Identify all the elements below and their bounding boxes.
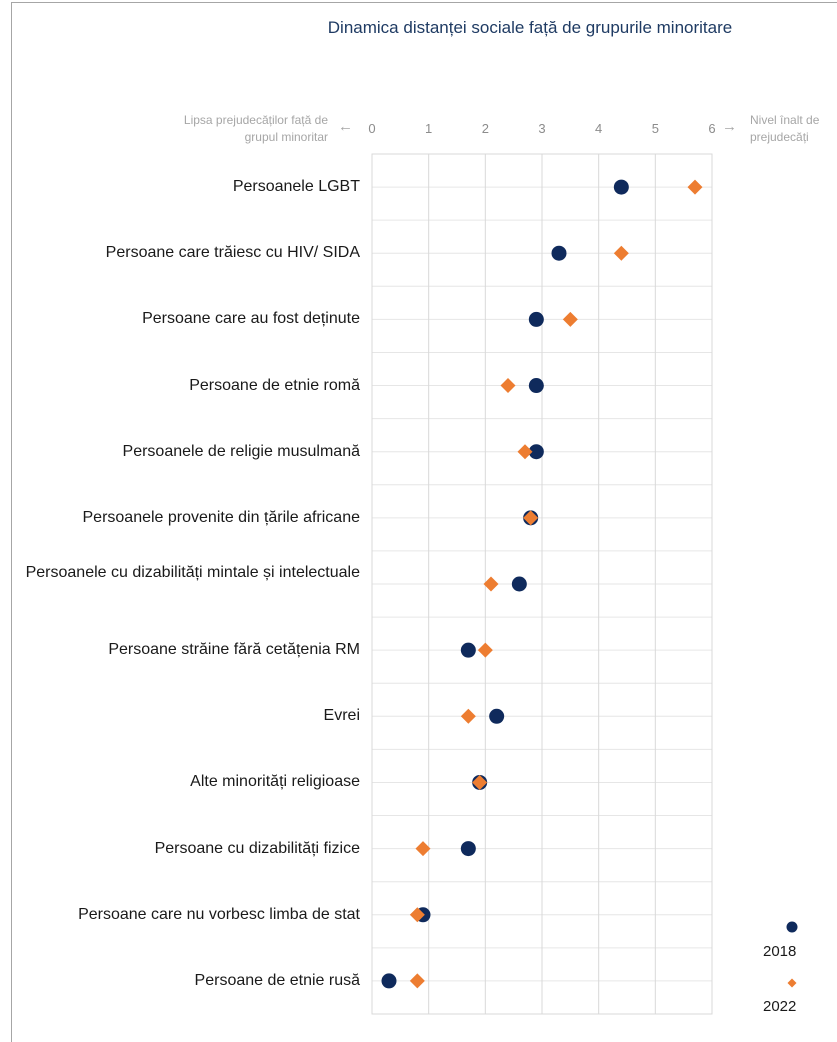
category-label: Persoanele de religie musulmană — [122, 442, 360, 460]
legend-marker-2018 — [786, 921, 798, 933]
legend-label-2018: 2018 — [763, 943, 797, 960]
point-2022 — [523, 510, 539, 526]
category-label: Alte minorități religioase — [190, 773, 360, 791]
chart-frame — [11, 2, 837, 1042]
legend-marker-2022 — [787, 978, 797, 988]
x-tick-label: 5 — [652, 121, 659, 136]
point-2022 — [477, 642, 493, 658]
point-2022 — [409, 973, 425, 989]
x-tick-label: 4 — [595, 121, 602, 136]
category-label: Persoane care trăiesc cu HIV/ SIDA — [105, 244, 360, 262]
category-label: Persoane care au fost deținute — [142, 310, 360, 328]
category-label: Persoanele provenite din țările africane — [82, 508, 361, 526]
x-axis-left-note: Lipsa prejudecăților față de grupul mino… — [183, 113, 328, 144]
point-2018 — [528, 311, 544, 327]
category-label: Persoane de etnie rusă — [194, 971, 360, 989]
arrow-left-icon: ← — [338, 118, 353, 135]
category-label: Persoanele LGBT — [232, 178, 360, 196]
point-2022 — [460, 708, 476, 724]
point-2018 — [528, 378, 544, 394]
point-2022 — [472, 774, 488, 790]
point-2018 — [460, 841, 476, 857]
point-2022 — [409, 907, 425, 923]
category-label: Persoane care nu vorbesc limba de stat — [78, 905, 360, 923]
x-axis-right-note: Nivel înalt de prejudecăți — [750, 113, 820, 144]
x-tick-label: 0 — [368, 121, 375, 136]
x-tick-label: 1 — [425, 121, 432, 136]
point-2022 — [562, 311, 578, 327]
point-2022 — [687, 179, 703, 195]
category-label: Evrei — [323, 707, 360, 725]
point-2018 — [460, 642, 476, 658]
x-tick-label: 3 — [538, 121, 545, 136]
category-label: Persoane de etnie romă — [189, 376, 360, 394]
point-2018 — [381, 973, 397, 989]
x-tick-label: 2 — [482, 121, 489, 136]
point-2018 — [528, 444, 544, 460]
point-2022 — [517, 444, 533, 460]
point-2018 — [489, 708, 505, 724]
point-2018 — [511, 576, 527, 592]
category-label: Persoane străine fără cetățenia RM — [108, 641, 360, 659]
x-tick-label: 6 — [708, 121, 715, 136]
point-2022 — [500, 378, 516, 394]
point-2022 — [613, 245, 629, 261]
point-2022 — [483, 576, 499, 592]
legend-label-2022: 2022 — [763, 998, 797, 1015]
point-2022 — [415, 841, 431, 857]
category-label: Persoanele cu dizabilități mintale și in… — [25, 564, 360, 581]
point-2018 — [613, 179, 629, 195]
arrow-right-icon: → — [722, 118, 737, 135]
chart-title: Dinamica distanței sociale față de grupu… — [327, 18, 733, 37]
category-label: Persoane cu dizabilități fizice — [154, 839, 360, 857]
point-2018 — [551, 245, 567, 261]
